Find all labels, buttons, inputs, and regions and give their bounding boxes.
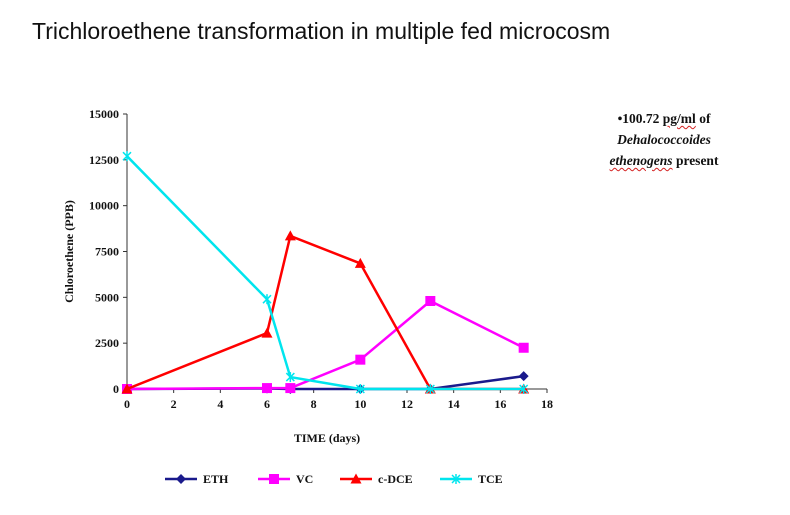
data-point-eth: [518, 371, 529, 382]
data-point-tce: [519, 384, 529, 394]
y-tick-label: 2500: [95, 336, 119, 350]
data-point-c-dce: [284, 230, 296, 241]
note-value: 100.72: [622, 111, 660, 126]
data-point-c-dce: [261, 327, 273, 338]
x-tick-label: 12: [401, 397, 413, 411]
legend-item-c-dce: c-DCE: [340, 472, 413, 486]
slide-title: Trichloroethene transformation in multip…: [32, 18, 611, 44]
legend-swatch-marker: [176, 474, 186, 484]
series-layer: [121, 151, 530, 394]
y-tick-label: 12500: [89, 153, 119, 167]
note-species: ethenogens: [609, 153, 673, 168]
note-present: present: [675, 153, 719, 168]
data-point-vc: [518, 342, 529, 353]
legend-item-vc: VC: [258, 472, 313, 486]
y-tick-label: 0: [113, 382, 119, 396]
series-line-tce: [126, 155, 524, 391]
legend-swatch-marker: [350, 473, 362, 484]
legend-swatch-marker: [269, 474, 279, 484]
legend-item-tce: TCE: [440, 472, 503, 486]
data-point-tce: [425, 384, 435, 394]
data-point-vc: [262, 383, 272, 394]
note-line-3: ethenogens present: [576, 150, 752, 171]
legend-label: TCE: [478, 472, 503, 486]
legend-label: c-DCE: [378, 472, 413, 486]
legend-item-eth: ETH: [165, 472, 229, 486]
data-point-c-dce: [121, 383, 133, 394]
data-point-tce: [262, 294, 272, 305]
data-point-c-dce: [354, 257, 366, 268]
legend-label: ETH: [203, 472, 229, 486]
x-tick-label: 4: [217, 397, 223, 411]
note-bullet: •: [617, 111, 623, 126]
series-line-c-dce: [126, 234, 524, 391]
annotation-note: •100.72 pg/ml of Dehalococcoides ethenog…: [576, 108, 752, 171]
x-tick-label: 18: [541, 397, 553, 411]
x-tick-label: 8: [311, 397, 317, 411]
series-tce: [122, 151, 529, 394]
legend: ETH VC c-DCE TCE: [165, 472, 503, 486]
axes: 0 2500 5000 7500 10000 12500 15000 0 2 4 6 8 10 12 14 1…: [62, 107, 553, 445]
y-tick-label: 7500: [95, 245, 119, 259]
series-line-vc: [126, 299, 525, 391]
x-tick-label: 6: [264, 397, 270, 411]
x-tick-label: 2: [171, 397, 177, 411]
legend-swatch-marker: [451, 474, 461, 484]
legend-label: VC: [296, 472, 313, 486]
data-point-vc: [285, 383, 296, 394]
series-c-dce: [121, 230, 530, 394]
data-point-vc: [355, 354, 366, 365]
series-vc: [122, 296, 529, 394]
y-tick-label: 5000: [95, 290, 119, 304]
data-point-vc: [425, 296, 436, 306]
data-point-tce: [285, 372, 295, 383]
note-unit: pg/ml: [662, 111, 696, 126]
y-axis-title: Chloroethene (PPB): [62, 200, 76, 303]
note-line-1: •100.72 pg/ml of: [576, 108, 752, 129]
data-point-tce: [355, 384, 365, 394]
x-tick-label: 10: [354, 397, 366, 411]
y-tick-label: 15000: [89, 107, 119, 121]
x-tick-label: 14: [448, 397, 460, 411]
x-axis-title: TIME (days): [294, 431, 360, 445]
x-tick-label: 16: [494, 397, 506, 411]
note-of: of: [699, 111, 711, 126]
note-line-2: Dehalococcoides: [617, 132, 711, 147]
x-tick-label: 0: [124, 397, 130, 411]
y-tick-label: 10000: [89, 199, 119, 213]
data-point-tce: [122, 151, 132, 162]
